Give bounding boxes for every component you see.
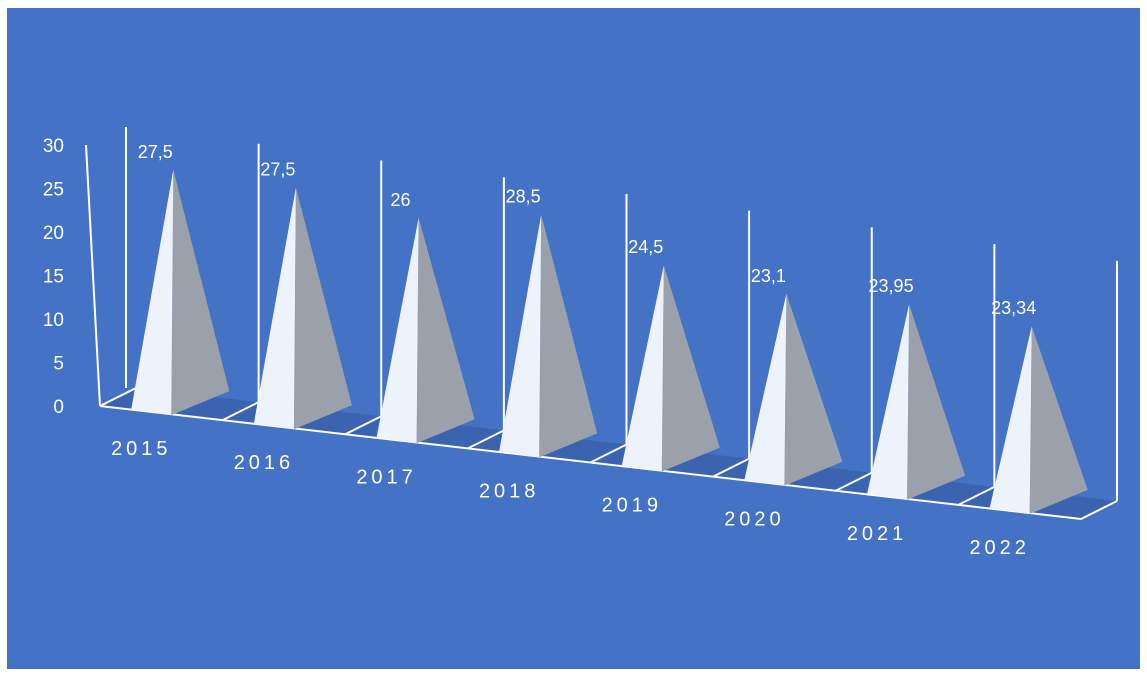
x-tick-label: 2022 [969,537,1030,559]
pyramid-bar [253,187,296,430]
pyramid-shadow-face [293,187,352,430]
data-label: 23,34 [991,298,1036,318]
floor-divider [590,443,627,464]
x-tick-label: 2018 [479,480,540,502]
x-tick-label: 2017 [356,466,417,488]
data-label: 28,5 [506,187,541,207]
pyramid-shadow-face [539,214,598,458]
pyramid-bar [867,304,910,500]
data-label: 27,5 [260,160,295,180]
pyramid-shadow-face [1029,326,1088,514]
floor-divider [957,485,995,506]
pyramid-bar [744,293,787,486]
pyramid-shadow-face [784,293,843,486]
data-label: 23,95 [869,276,914,296]
y-tick-label: 25 [43,180,64,201]
pyramid-shadow-face [661,265,720,472]
floor-divider [467,429,505,450]
y-tick-label: 20 [43,223,64,244]
x-tick-label: 2020 [724,509,785,531]
x-tick-label: 2019 [602,495,663,517]
chart-area: 0 5 10 15 20 25 30 27,5 2015 27,5 2016 26 2017 28,5 2… [7,8,1140,669]
x-tick-label: 2016 [234,452,295,474]
x-tick-label: 2015 [111,438,172,460]
data-label: 24,5 [628,237,663,257]
floor-divider [222,401,260,422]
floor-edge-left [99,387,137,407]
data-label: 23,1 [751,266,786,286]
pyramid-shadow-face [907,304,966,500]
pyramid-bar [131,169,174,416]
floor-edge [99,405,1118,521]
floor-divider [835,471,873,492]
y-tick-label: 5 [53,354,64,375]
pyramid-bars [131,169,1088,514]
pyramid-bar [376,217,419,444]
data-label: 27,5 [138,142,173,162]
y-tick-label: 15 [43,267,64,288]
y-tick-label: 30 [43,136,64,157]
floor-divider [344,415,382,436]
floor-divider [712,457,750,478]
pyramid-shadow-face [171,169,230,416]
pyramid-bar [499,214,542,458]
data-label: 26 [391,190,411,210]
gridlines [125,127,1118,506]
y-axis-line [85,144,101,407]
pyramid-bar [621,265,664,472]
pyramid-shadow-face [416,217,475,444]
y-tick-label: 10 [43,310,64,331]
axes: 0 5 10 15 20 25 30 [43,136,101,418]
x-tick-label: 2021 [847,523,908,545]
y-tick-label: 0 [53,397,64,418]
pyramid-bar [989,326,1032,514]
data-labels: 27,5 2015 27,5 2016 26 2017 28,5 2018 24,5 2019 23… [111,142,1036,559]
